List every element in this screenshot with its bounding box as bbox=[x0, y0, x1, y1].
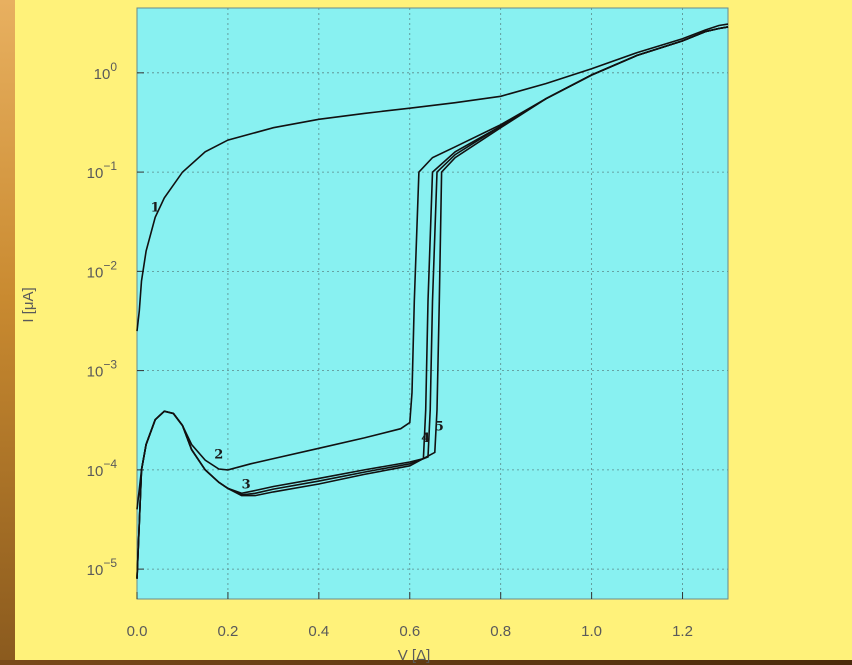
curve-label-4: 4 bbox=[421, 431, 430, 446]
y-axis-label: I [μA] bbox=[20, 287, 37, 322]
x-tick-label: 0.6 bbox=[399, 623, 420, 640]
x-tick-label: 0.8 bbox=[490, 623, 511, 640]
bottom-decorative-bar bbox=[0, 660, 852, 665]
curve-labels: 1 2 3 45 bbox=[151, 201, 444, 493]
x-tick-label: 1.2 bbox=[672, 623, 693, 640]
x-axis-label: V [Δ] bbox=[398, 647, 431, 664]
y-tick-label: 10−2 bbox=[87, 258, 118, 281]
grid bbox=[136, 8, 728, 599]
curve-label-1: 1 bbox=[151, 201, 160, 216]
y-tick-label: 10−5 bbox=[87, 556, 118, 579]
y-tick-label: 100 bbox=[94, 60, 118, 83]
curve-label-3: 3 bbox=[242, 477, 251, 492]
y-tick-label: 10−1 bbox=[87, 159, 118, 182]
y-tick-label: 10−3 bbox=[87, 358, 118, 381]
x-tick-label: 1.0 bbox=[581, 623, 602, 640]
tick-labels: 0.0 0.2 0.4 0.6 0.8 1.0 1.2 100 10−1 10−2 10−3 10−4… bbox=[87, 60, 693, 640]
curve-label-5: 5 bbox=[435, 419, 444, 434]
curve-1 bbox=[136, 23, 729, 332]
curve-5 bbox=[136, 26, 729, 579]
x-tick-label: 0.0 bbox=[127, 623, 148, 640]
curves bbox=[136, 23, 729, 579]
x-tick-label: 0.2 bbox=[217, 623, 238, 640]
y-tick-label: 10−4 bbox=[87, 457, 118, 480]
left-decorative-bar bbox=[0, 0, 15, 665]
x-tick-label: 0.4 bbox=[308, 623, 329, 640]
curve-label-2: 2 bbox=[214, 448, 223, 463]
